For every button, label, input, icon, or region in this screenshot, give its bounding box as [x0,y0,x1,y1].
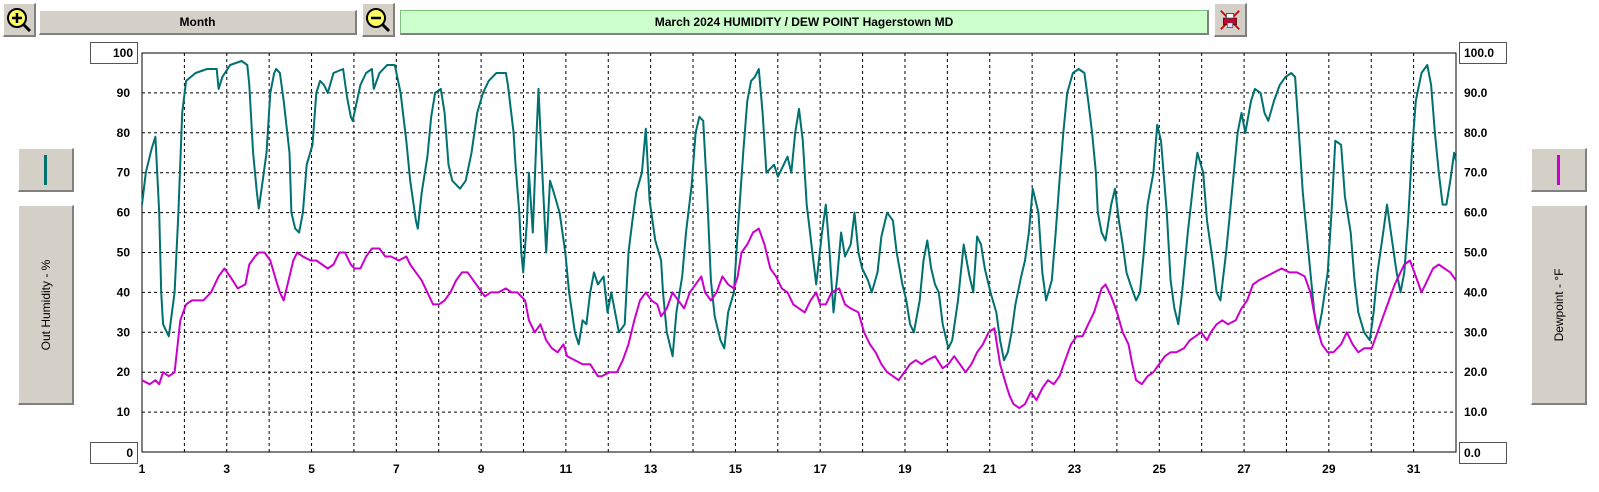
x-tick-label: 23 [1068,462,1082,476]
y-left-tick-label: 30 [117,325,131,339]
x-tick-label: 29 [1322,462,1336,476]
right-axis-select-button[interactable]: Dewpoint - °F [1531,205,1587,405]
x-tick-label: 11 [560,462,573,476]
dewpoint-series-line [141,227,1457,410]
y-right-tick-label: 20.0 [1464,365,1488,379]
humidity-color-bar [44,154,47,185]
dewpoint-color-swatch[interactable] [1531,148,1587,192]
y-right-tick-label: 70.0 [1464,166,1488,180]
zoom-out-icon [366,7,391,32]
y-left-tick-label: 50 [117,246,131,260]
x-tick-label: 19 [898,462,912,476]
x-tick-label: 27 [1237,462,1251,476]
period-selector-button[interactable]: Month [39,10,357,35]
x-tick-label: 15 [729,462,743,476]
dewpoint-color-bar [1557,154,1560,185]
x-tick-label: 5 [308,462,315,476]
x-tick-label: 3 [223,462,230,476]
left-axis-max-input[interactable]: 100 [90,42,138,64]
left-axis-min-input[interactable]: 0 [90,442,138,464]
y-right-tick-label: 60.0 [1464,206,1488,220]
y-right-tick-label: 50.0 [1464,246,1488,260]
y-left-tick-label: 20 [117,365,131,379]
y-right-tick-label: 90.0 [1464,86,1488,100]
humidity-color-swatch[interactable] [18,148,74,192]
zoom-out-button[interactable] [362,3,395,37]
printer-icon [1220,9,1240,30]
x-tick-label: 9 [478,462,485,476]
zoom-in-icon [7,7,32,32]
x-tick-label: 13 [644,462,658,476]
zoom-in-button[interactable] [3,3,36,37]
y-left-tick-label: 60 [117,206,131,220]
y-left-tick-label: 70 [117,166,131,180]
x-tick-label: 1 [139,462,146,476]
x-tick-label: 31 [1407,462,1421,476]
chart-title: March 2024 HUMIDITY / DEW POINT Hagersto… [400,10,1209,35]
y-left-tick-label: 80 [117,126,131,140]
y-right-tick-label: 30.0 [1464,325,1488,339]
x-tick-label: 17 [814,462,828,476]
plot-area-border [141,52,1457,453]
x-tick-label: 7 [393,462,400,476]
y-left-tick-label: 10 [117,405,131,419]
y-right-tick-label: 10.0 [1464,405,1488,419]
y-right-tick-label: 80.0 [1464,126,1488,140]
right-axis-min-input[interactable]: 0.0 [1459,442,1507,464]
y-left-tick-label: 40 [117,285,131,299]
y-left-tick-label: 90 [117,86,131,100]
humidity-series-line [141,60,1457,362]
x-tick-label: 21 [983,462,997,476]
right-axis-max-input[interactable]: 100.0 [1459,42,1507,64]
y-right-tick-label: 40.0 [1464,285,1488,299]
x-tick-label: 25 [1153,462,1167,476]
print-button[interactable] [1214,3,1247,37]
left-axis-select-button[interactable]: Out Humidity - % [18,205,74,405]
